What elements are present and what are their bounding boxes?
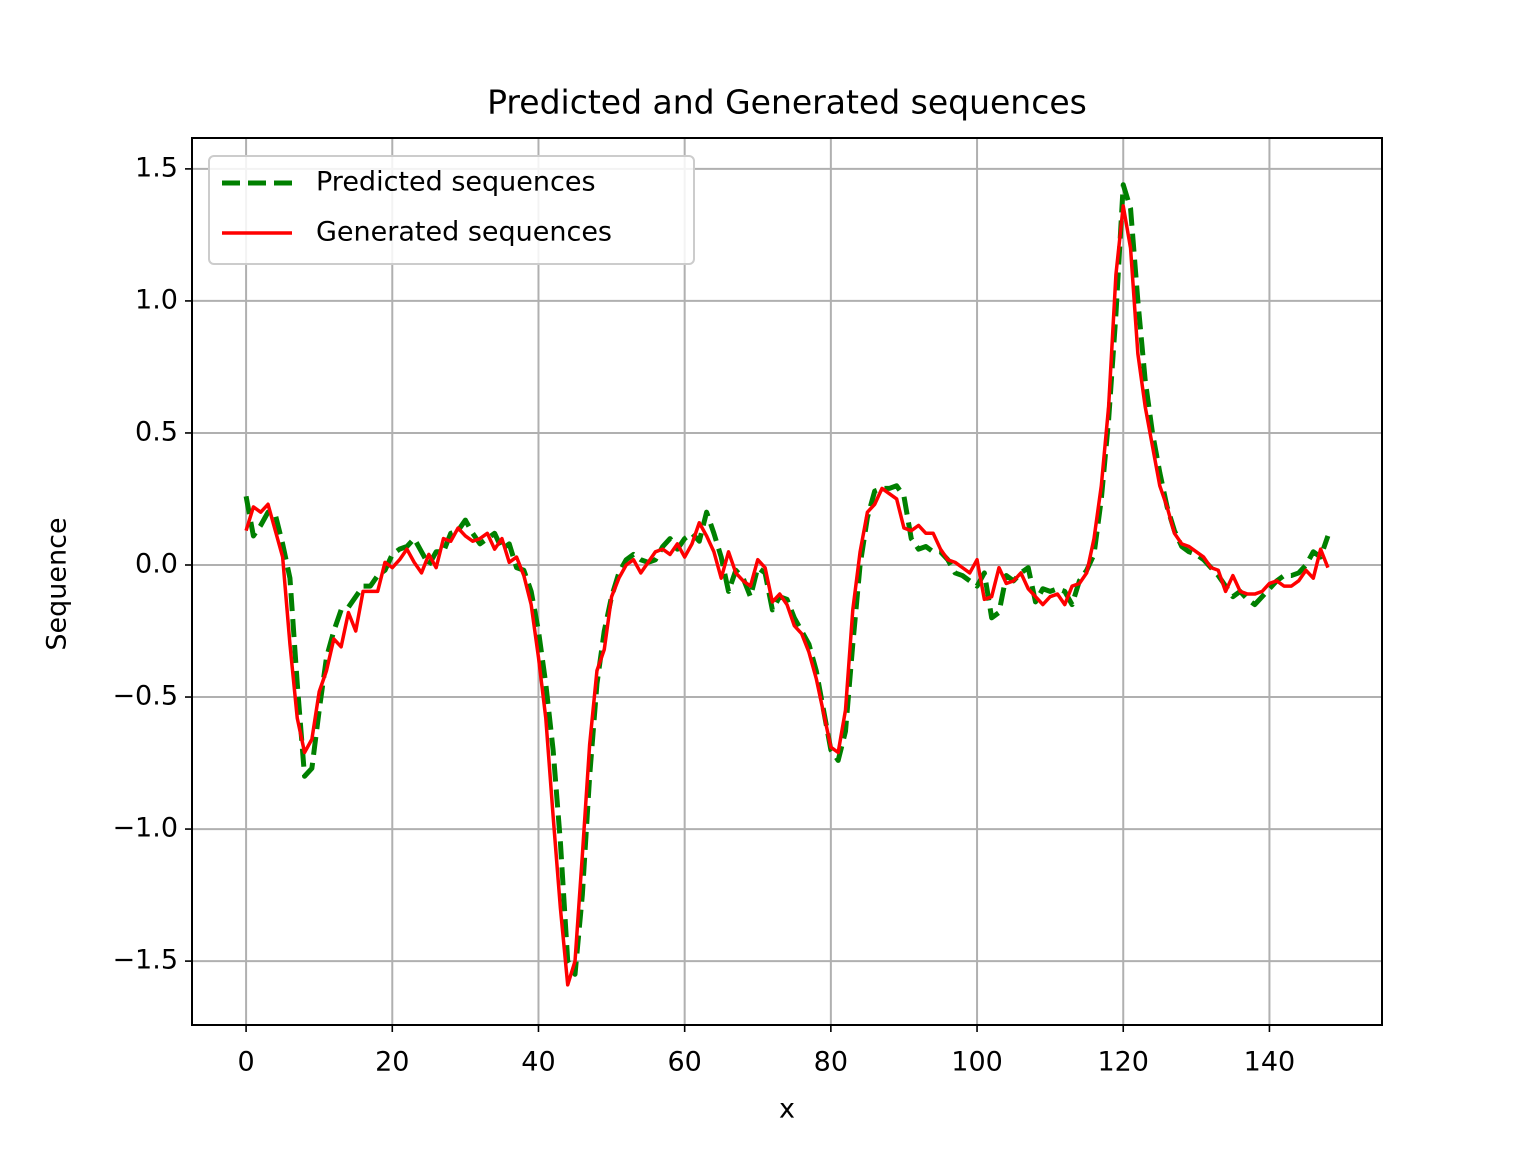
- x-tick-label: 120: [1097, 1047, 1149, 1078]
- y-tick-label: 1.5: [135, 152, 178, 183]
- x-tick-label: 60: [667, 1047, 701, 1078]
- x-tick-label: 20: [375, 1047, 409, 1078]
- legend-box: [208, 155, 695, 265]
- series-line: [243, 182, 1331, 977]
- x-tick-label: 0: [237, 1047, 254, 1078]
- x-tick-label: 80: [814, 1047, 848, 1078]
- y-tick-label: −1.0: [112, 813, 178, 844]
- y-tick-label: −0.5: [112, 681, 178, 712]
- y-tick-label: 0.5: [135, 416, 178, 447]
- legend-label: Generated sequences: [316, 217, 612, 248]
- x-tick-label: 140: [1244, 1047, 1296, 1078]
- series-line: [244, 204, 1330, 987]
- y-tick-label: 1.0: [135, 284, 178, 315]
- x-axis-label: x: [779, 1094, 795, 1125]
- y-tick-label: 0.0: [135, 548, 178, 579]
- legend: Predicted sequences Generated sequences: [208, 155, 695, 265]
- x-tick-label: 100: [951, 1047, 1003, 1078]
- x-tick-label: 40: [521, 1047, 555, 1078]
- plot-frame: [191, 137, 1383, 1026]
- chart-title: Predicted and Generated sequences: [487, 83, 1087, 122]
- y-axis-label: Sequence: [42, 517, 73, 650]
- y-tick-label: −1.5: [112, 945, 178, 976]
- legend-label: Predicted sequences: [316, 167, 596, 198]
